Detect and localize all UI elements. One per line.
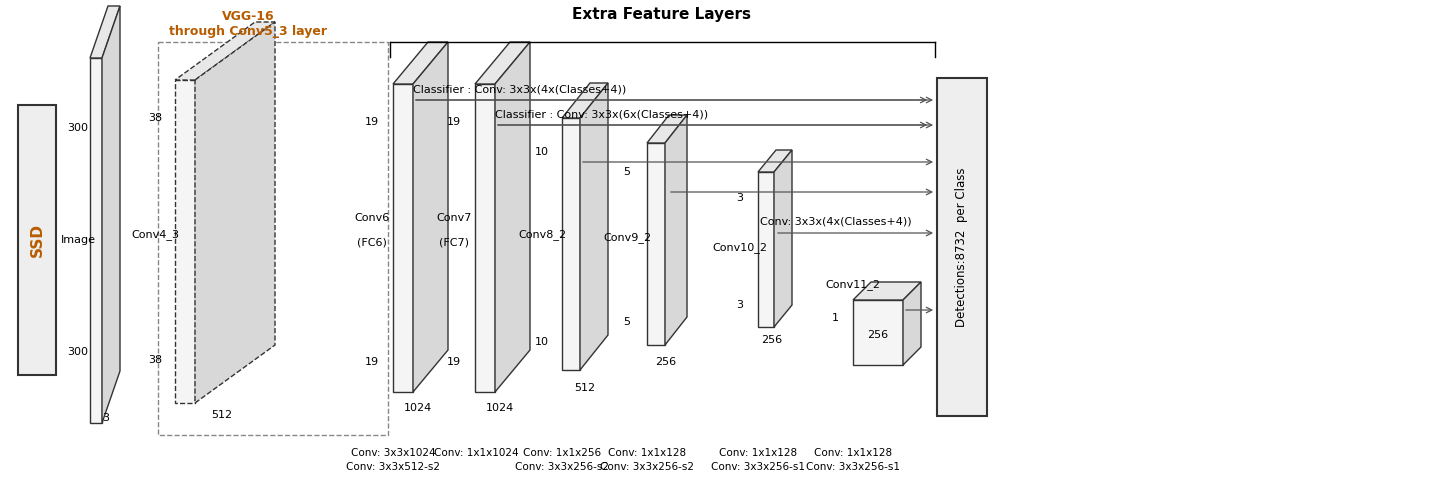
Text: Conv6: Conv6 [354,213,390,223]
Polygon shape [647,143,664,345]
Text: 19: 19 [364,117,379,127]
Polygon shape [175,80,195,403]
Polygon shape [90,6,121,58]
Text: Classifier : Conv: 3x3x(4x(Classes+4)): Classifier : Conv: 3x3x(4x(Classes+4)) [413,84,626,94]
Text: Conv8_2: Conv8_2 [518,229,565,241]
Text: 3: 3 [102,413,109,423]
Text: Conv: 1x1x256: Conv: 1x1x256 [522,448,601,458]
Text: 38: 38 [148,355,162,365]
Polygon shape [495,42,530,392]
Polygon shape [773,150,792,327]
Polygon shape [475,42,530,84]
Text: 256: 256 [762,335,782,345]
Text: 256: 256 [867,330,888,340]
Polygon shape [758,150,792,172]
Polygon shape [563,118,580,370]
Text: Image: Image [60,235,96,245]
Text: Conv9_2: Conv9_2 [603,232,651,243]
Text: 10: 10 [535,147,550,157]
Text: 10: 10 [535,337,550,347]
Text: Conv: 1x1x128: Conv: 1x1x128 [719,448,796,458]
Polygon shape [664,115,687,345]
Bar [19,105,56,375]
Polygon shape [90,58,102,423]
Polygon shape [647,115,687,143]
Text: (FC6): (FC6) [357,237,387,247]
Text: Conv4_3: Conv4_3 [131,229,179,241]
Polygon shape [475,84,495,392]
Text: 1: 1 [831,313,838,323]
Text: 5: 5 [623,317,630,327]
Text: Conv10_2: Conv10_2 [713,242,768,254]
Polygon shape [195,22,276,403]
Polygon shape [413,42,448,392]
Text: 1024: 1024 [403,403,432,413]
Text: Conv: 3x3x256-s2: Conv: 3x3x256-s2 [515,462,608,472]
Polygon shape [102,6,121,423]
Text: Conv: 1x1x128: Conv: 1x1x128 [608,448,686,458]
Text: 19: 19 [446,357,461,367]
Text: Conv: 3x3x512-s2: Conv: 3x3x512-s2 [346,462,441,472]
Text: 19: 19 [364,357,379,367]
Polygon shape [580,83,608,370]
Text: SSD: SSD [30,223,44,257]
Text: 3: 3 [736,300,743,310]
Text: Conv: 3x3x1024: Conv: 3x3x1024 [350,448,435,458]
Text: Detections:8732  per Class: Detections:8732 per Class [956,167,969,327]
Text: Conv11_2: Conv11_2 [825,280,881,290]
Text: 512: 512 [211,410,232,420]
Polygon shape [852,300,903,365]
Text: Conv: 1x1x128: Conv: 1x1x128 [814,448,893,458]
Polygon shape [758,172,773,327]
Text: 512: 512 [574,383,596,393]
Text: Conv: 3x3x256-s2: Conv: 3x3x256-s2 [600,462,695,472]
Polygon shape [393,84,413,392]
Text: Conv: 3x3x(4x(Classes+4)): Conv: 3x3x(4x(Classes+4)) [761,216,911,226]
Text: 256: 256 [656,357,676,367]
Text: 300: 300 [67,123,89,133]
Text: 3: 3 [736,193,743,203]
Text: Conv: 1x1x1024: Conv: 1x1x1024 [433,448,518,458]
Text: VGG-16
through Conv5_3 layer: VGG-16 through Conv5_3 layer [169,10,327,38]
Text: 300: 300 [67,347,89,357]
Polygon shape [393,42,448,84]
Bar [937,78,987,416]
Polygon shape [175,22,276,80]
Text: 19: 19 [446,117,461,127]
Text: 38: 38 [148,113,162,123]
Text: Conv7: Conv7 [436,213,472,223]
Text: Extra Feature Layers: Extra Feature Layers [573,7,752,22]
Text: 1024: 1024 [486,403,514,413]
Text: (FC7): (FC7) [439,237,469,247]
Text: Conv: 3x3x256-s1: Conv: 3x3x256-s1 [806,462,900,472]
Polygon shape [903,282,921,365]
Text: Classifier : Conv: 3x3x(6x(Classes+4)): Classifier : Conv: 3x3x(6x(Classes+4)) [495,109,707,119]
Text: Conv: 3x3x256-s1: Conv: 3x3x256-s1 [710,462,805,472]
Text: 5: 5 [623,167,630,177]
Polygon shape [563,83,608,118]
Polygon shape [852,282,921,300]
